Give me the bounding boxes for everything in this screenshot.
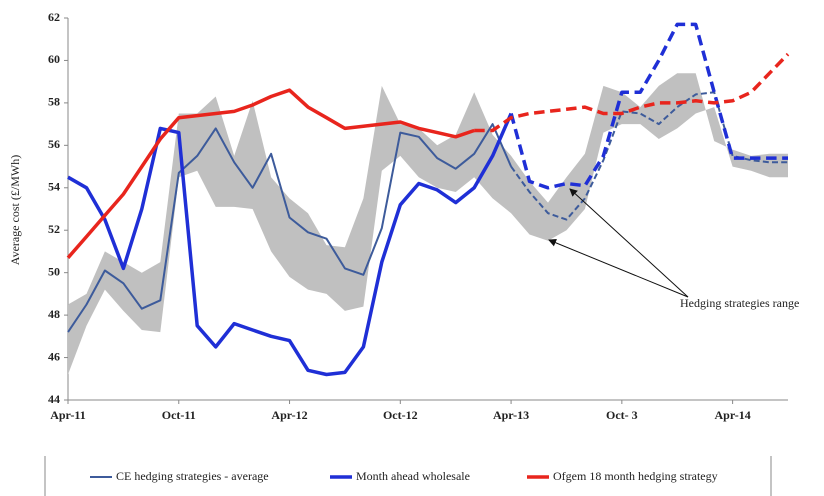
x-tick-label: Apr-14 [715, 408, 751, 422]
x-tick-label: Oct-12 [383, 408, 418, 422]
y-tick-label: 54 [48, 180, 60, 194]
annotation: Hedging strategies range [680, 296, 799, 310]
legend-label: CE hedging strategies - average [116, 469, 269, 483]
line-series-dashed [509, 22, 788, 190]
y-tick-label: 58 [48, 95, 60, 109]
range-band [68, 73, 788, 375]
y-tick-label: 50 [48, 264, 60, 278]
y-tick-label: 56 [48, 137, 60, 151]
legend-label: Month ahead wholesale [356, 469, 470, 483]
line-series [66, 88, 475, 259]
y-tick-label: 62 [48, 10, 60, 24]
x-tick-label: Oct- 3 [606, 408, 638, 422]
x-tick-label: Apr-11 [50, 408, 86, 422]
y-tick-label: 46 [48, 349, 60, 363]
y-tick-label: 48 [48, 307, 60, 321]
y-tick-label: 52 [48, 222, 60, 236]
x-tick-label: Oct-11 [162, 408, 196, 422]
line-series-dashed [474, 52, 790, 133]
plot-area: 44 46 48 50 52 54 56 58 60 62 Apr-11 Oct-11 Apr-12 Oc… [48, 10, 790, 422]
line-series [67, 112, 513, 377]
annotation-arrow [548, 238, 689, 298]
y-tick-label: 44 [48, 392, 60, 406]
x-tick-label: Apr-12 [271, 408, 307, 422]
line-series-dashed [510, 91, 788, 221]
x-tick-label: Apr-13 [493, 408, 529, 422]
annotation-arrow [569, 188, 689, 298]
y-tick-label: 60 [48, 52, 60, 66]
legend: CE hedging strategies - average Month ahe… [90, 469, 718, 483]
line-series [67, 123, 513, 333]
y-axis-label: Average cost (£/MWh) [8, 155, 22, 265]
legend-label: Ofgem 18 month hedging strategy [553, 469, 718, 483]
